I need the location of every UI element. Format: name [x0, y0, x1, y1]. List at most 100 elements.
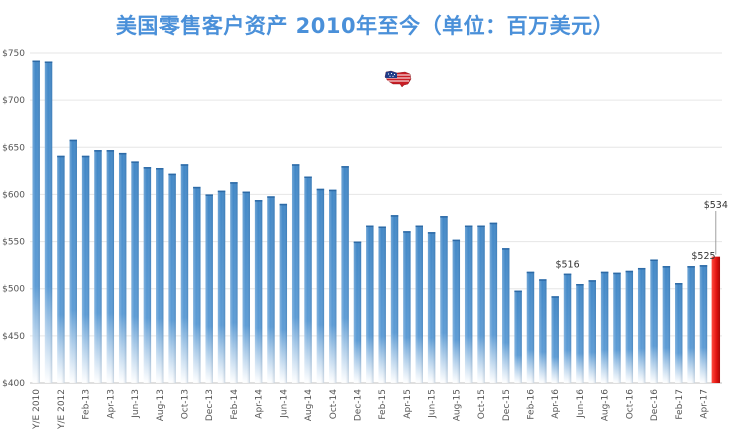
bar-top [415, 225, 423, 228]
x-tick-label: Aug-13 [156, 389, 166, 421]
bar-shading [156, 168, 164, 383]
x-tick-label: Apr-17 [699, 389, 709, 419]
bar-shading [625, 270, 634, 383]
bar-top [291, 164, 300, 166]
bar-highlighted [711, 256, 721, 383]
bar-top [699, 265, 708, 267]
bar-top [279, 203, 288, 206]
bar-shading [539, 279, 547, 383]
bar-top [168, 173, 176, 176]
data-label: $525 [691, 251, 715, 262]
bar-shading [366, 225, 374, 383]
bar-top [180, 164, 189, 166]
bar-shading [613, 272, 621, 383]
x-tick-label: Oct-16 [625, 389, 635, 420]
bar-shading [279, 203, 288, 383]
bar-shading [526, 271, 535, 383]
bar-shading [143, 167, 152, 383]
bar-top [366, 225, 374, 228]
x-tick-label: Feb-16 [526, 389, 536, 420]
bar-top [341, 166, 349, 168]
y-tick-label: $500 [2, 285, 25, 295]
bar-top [106, 150, 115, 152]
bar-shading [440, 216, 448, 383]
x-tick-label: Y/E 2012 [57, 389, 67, 430]
bar-shading [600, 271, 609, 383]
bar-top [57, 155, 65, 158]
bar-top [81, 155, 90, 158]
x-tick-label: Aug-14 [304, 389, 314, 422]
bar-top [217, 190, 226, 193]
bar-top [44, 61, 53, 63]
bar-top [489, 222, 498, 225]
bar-shading [131, 161, 139, 383]
bar-shading [662, 266, 671, 383]
x-tick-label: Jun-15 [428, 389, 438, 419]
bar-top [650, 259, 658, 261]
bar-shading [403, 231, 411, 383]
y-tick-label: $600 [2, 190, 25, 200]
bar-shading [675, 283, 683, 383]
bar-shading [329, 189, 337, 383]
bar-shading [57, 155, 65, 383]
bar-shading [514, 290, 522, 383]
bar-top [69, 139, 77, 142]
y-tick-label: $750 [2, 49, 25, 59]
x-tick-label: Oct-13 [180, 389, 190, 419]
bar-top [427, 232, 436, 234]
bar-shading [254, 200, 263, 383]
bar-top [551, 296, 559, 298]
bar-shading [477, 225, 485, 383]
bar-top [316, 188, 325, 191]
bar-top [600, 271, 609, 274]
y-tick-label: $400 [2, 379, 25, 389]
bar-top [526, 271, 535, 274]
bar-shading [415, 225, 423, 383]
y-tick-label: $550 [2, 238, 25, 248]
x-tick-label: Feb-14 [230, 389, 240, 420]
x-tick-label: Y/E 2010 [32, 389, 42, 430]
bar-top [32, 60, 40, 63]
x-tick-label: Dec-16 [650, 389, 660, 421]
x-tick-label: Jun-16 [576, 389, 586, 419]
x-tick-label: Apr-15 [403, 389, 413, 419]
bar-top [353, 241, 362, 244]
data-label: $534 [704, 200, 728, 211]
bar-shading [230, 182, 238, 383]
bar-top [131, 161, 139, 163]
bar-top [637, 267, 646, 270]
bar-top [440, 216, 448, 218]
x-tick-label: Dec-13 [205, 389, 215, 421]
bar-shading [464, 225, 473, 383]
bar-shading [341, 166, 349, 383]
chart-title: 美国零售客户资产 2010年至今（单位：百万美元） [115, 14, 615, 38]
bar-shading [687, 266, 695, 383]
bar-shading [502, 248, 510, 383]
bar-top [143, 167, 152, 169]
bar-shading [551, 296, 559, 383]
x-tick-label: Feb-15 [378, 389, 388, 420]
x-tick-label: Apr-16 [551, 389, 561, 419]
x-tick-label: Dec-14 [353, 389, 363, 421]
bar-shading [180, 164, 189, 383]
bar-shading [699, 265, 708, 383]
y-tick-label: $450 [2, 332, 25, 342]
bar-shading [44, 61, 53, 383]
bar-shading [69, 139, 77, 383]
y-tick-label: $650 [2, 143, 25, 153]
bar-top [588, 280, 596, 282]
data-label: $516 [555, 260, 579, 271]
bar-top [118, 152, 127, 155]
bar-top [254, 200, 263, 202]
bar-shading [316, 188, 325, 383]
bar-top [675, 283, 683, 285]
bar-top [304, 176, 312, 179]
bar-shading [205, 194, 213, 383]
bar-shading [563, 273, 572, 383]
bar-top [576, 284, 584, 286]
x-tick-label: Feb-13 [82, 389, 92, 420]
bar-top [205, 194, 213, 196]
x-tick-label: Oct-14 [329, 389, 339, 420]
bar-shading [390, 215, 399, 383]
